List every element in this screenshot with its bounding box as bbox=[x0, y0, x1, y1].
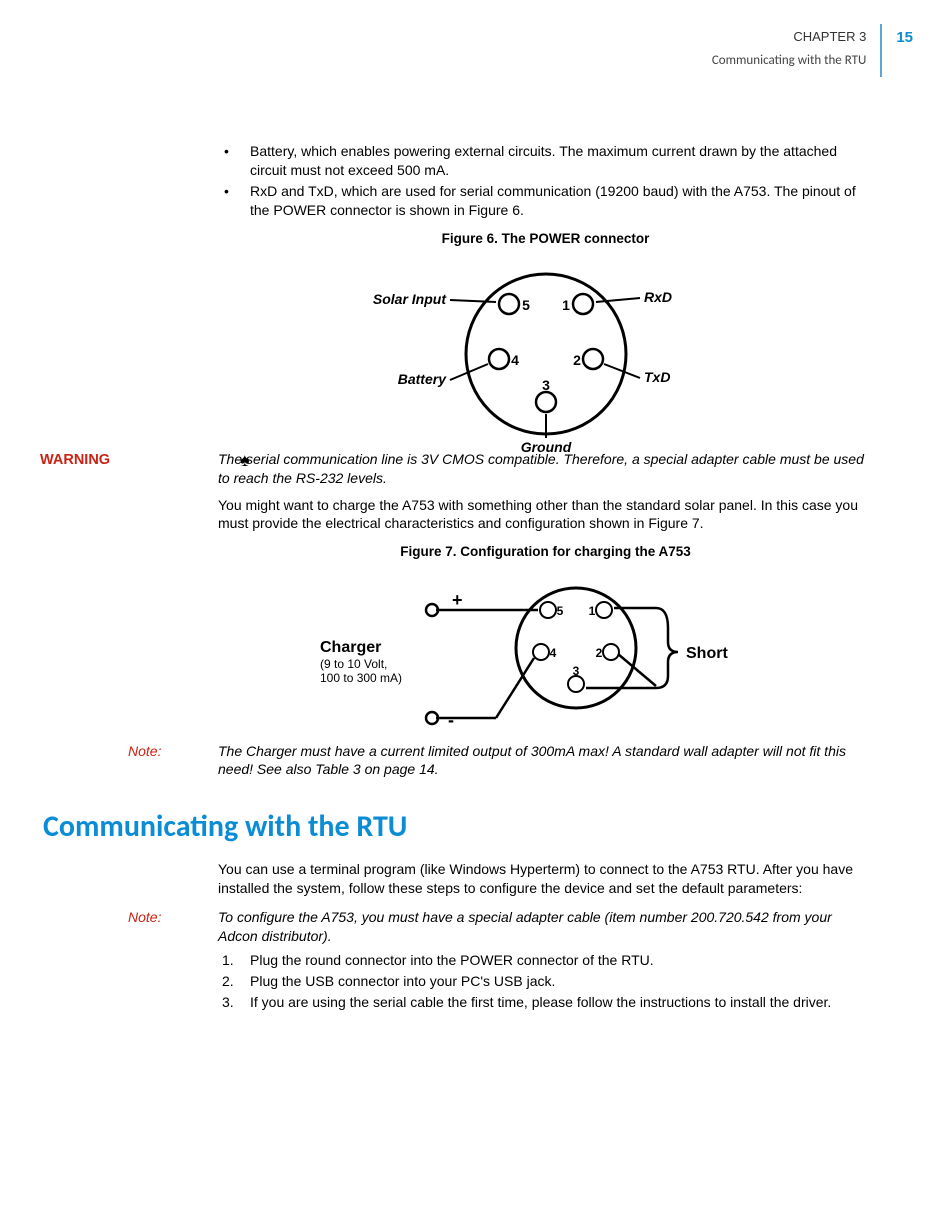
warning-row: ♠ WARNING The serial communication line … bbox=[218, 450, 873, 488]
pin7-3: 3 bbox=[572, 664, 579, 678]
warning-label: WARNING bbox=[40, 452, 110, 468]
label-plus: + bbox=[452, 590, 463, 610]
pin-2: 2 bbox=[573, 352, 581, 368]
pin-1: 1 bbox=[562, 297, 570, 313]
note1-row: Note: The Charger must have a current li… bbox=[218, 742, 873, 780]
label-rxd: RxD bbox=[644, 289, 672, 305]
header-text-block: CHAPTER 3 Communicating with the RTU bbox=[712, 24, 882, 77]
label-txd: TxD bbox=[644, 369, 670, 385]
paragraph: You can use a terminal program (like Win… bbox=[218, 860, 873, 898]
note2-row: Note: To configure the A753, you must ha… bbox=[218, 908, 873, 946]
pin7-2: 2 bbox=[595, 646, 602, 660]
step-item: If you are using the serial cable the fi… bbox=[218, 993, 873, 1012]
page-header: CHAPTER 3 Communicating with the RTU 15 bbox=[712, 24, 933, 77]
figure7-diagram: 1 2 3 4 5 Short + - Charger (9 to 10 Vol… bbox=[316, 568, 776, 738]
pin-4: 4 bbox=[511, 352, 519, 368]
note-label: Note: bbox=[0, 908, 218, 927]
header-subtitle: Communicating with the RTU bbox=[712, 52, 866, 70]
bullet-item: RxD and TxD, which are used for serial c… bbox=[218, 182, 873, 220]
step-item: Plug the round connector into the POWER … bbox=[218, 951, 873, 970]
label-short: Short bbox=[686, 645, 728, 662]
pin-3: 3 bbox=[542, 377, 550, 393]
label-charger-sub2: 100 to 300 mA) bbox=[320, 671, 402, 685]
label-minus: - bbox=[448, 710, 454, 730]
steps-list: Plug the round connector into the POWER … bbox=[218, 951, 873, 1012]
bullet-list: Battery, which enables powering external… bbox=[218, 142, 873, 220]
figure7-caption: Figure 7. Configuration for charging the… bbox=[218, 543, 873, 561]
warning-label-col: WARNING bbox=[0, 450, 218, 471]
page-content: Battery, which enables powering external… bbox=[0, 142, 933, 1014]
figure6-diagram: 1 2 3 4 5 Solar Input Battery RxD TxD Gr… bbox=[366, 254, 726, 454]
spade-icon: ♠ bbox=[240, 448, 250, 472]
note2-text: To configure the A753, you must have a s… bbox=[218, 908, 873, 946]
pin7-4: 4 bbox=[549, 646, 556, 660]
label-charger: Charger bbox=[320, 639, 381, 656]
paragraph: You might want to charge the A753 with s… bbox=[218, 496, 873, 534]
warning-text: The serial communication line is 3V CMOS… bbox=[218, 450, 873, 488]
label-solar: Solar Input bbox=[372, 291, 446, 307]
label-battery: Battery bbox=[397, 371, 446, 387]
step-item: Plug the USB connector into your PC's US… bbox=[218, 972, 873, 991]
section-heading: Communicating with the RTU bbox=[43, 807, 873, 848]
figure6-caption: Figure 6. The POWER connector bbox=[218, 230, 873, 248]
bullet-item: Battery, which enables powering external… bbox=[218, 142, 873, 180]
note1-text: The Charger must have a current limited … bbox=[218, 742, 873, 780]
header-chapter: CHAPTER 3 bbox=[712, 28, 866, 46]
page-number: 15 bbox=[882, 24, 933, 77]
pin7-5: 5 bbox=[556, 604, 563, 618]
label-charger-sub1: (9 to 10 Volt, bbox=[320, 657, 387, 671]
note-label: Note: bbox=[0, 742, 218, 761]
pin7-1: 1 bbox=[588, 604, 595, 618]
pin-5: 5 bbox=[522, 297, 530, 313]
